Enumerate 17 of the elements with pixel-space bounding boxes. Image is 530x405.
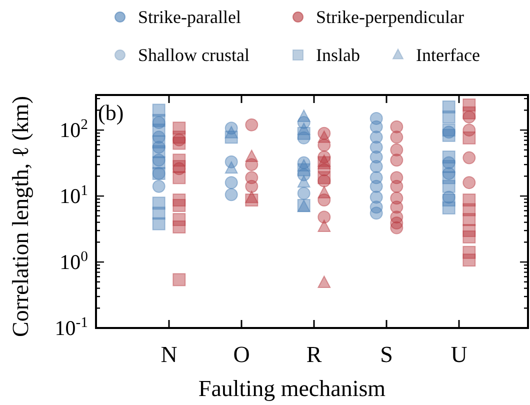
legend-label: Inslab (316, 45, 360, 65)
annotation: (b) (98, 100, 124, 125)
y-tick-label: 10$^{0}$ (60, 249, 88, 274)
y-tick-label: 10$^{-1}$ (54, 315, 88, 340)
legend-label: Strike-parallel (138, 7, 241, 27)
legend-label: Interface (416, 45, 480, 65)
x-tick-label: N (160, 342, 178, 367)
x-tick-label: S (380, 342, 393, 367)
x-tick-label: U (450, 342, 468, 367)
x-tick-label: O (233, 342, 250, 367)
y-tick-label: 10$^{2}$ (60, 117, 88, 142)
y-axis-title: Correlation length, ℓ (km) (8, 96, 33, 337)
x-axis-title: Faulting mechanism (198, 376, 386, 401)
x-tick-label: R (306, 342, 322, 367)
legend-label: Shallow crustal (138, 45, 250, 65)
legend-label: Strike-perpendicular (316, 7, 464, 27)
y-tick-label: 10$^{1}$ (60, 183, 88, 208)
